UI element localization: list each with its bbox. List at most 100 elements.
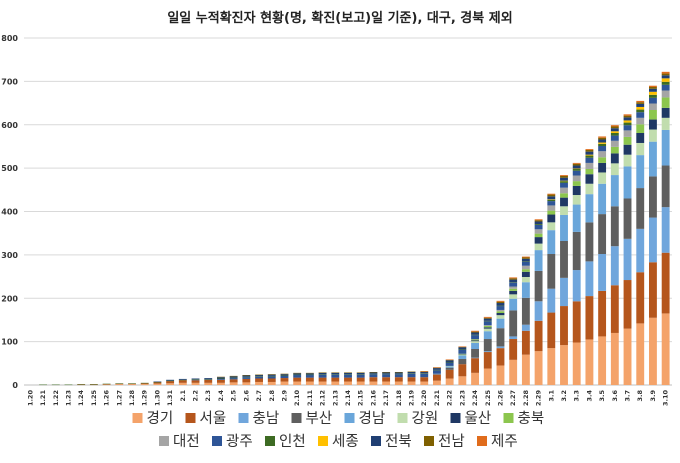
bar-segment (458, 349, 467, 350)
bar-segment (585, 261, 594, 297)
legend-swatch (185, 413, 196, 423)
bar-segment (318, 381, 327, 385)
bar-segment (217, 379, 225, 383)
bar-segment (331, 372, 340, 373)
bar-segment (153, 381, 162, 383)
bar-segment (534, 233, 543, 238)
bar-segment (407, 371, 416, 373)
legend-swatch (450, 413, 461, 423)
bar-segment (267, 381, 276, 385)
bar-segment (496, 306, 505, 310)
bar-segment (496, 315, 505, 319)
y-tick-label: 400 (1, 208, 18, 217)
bar-segment (77, 384, 86, 386)
legend-label: 강원 (412, 410, 439, 427)
bar-segment (636, 142, 645, 156)
bar-segment (305, 372, 314, 374)
bar-segment (89, 384, 98, 386)
bar-segment (382, 373, 391, 375)
bar-segment (293, 375, 302, 378)
bar-segment (585, 222, 594, 262)
bar-segment (356, 372, 365, 373)
bar-segment (331, 377, 340, 382)
bar-segment (585, 157, 594, 163)
bar-segment (636, 228, 645, 273)
bar-segment (521, 261, 530, 262)
bar-segment (610, 175, 619, 207)
bar-segment (534, 224, 543, 225)
bar-segment (166, 379, 175, 381)
legend-swatch (477, 436, 487, 446)
bar-segment (534, 237, 543, 244)
bar-segment (471, 357, 479, 359)
bar-segment (521, 297, 530, 325)
bars (39, 71, 670, 386)
bar-segment (636, 272, 645, 324)
bar-segment (560, 206, 568, 215)
bar-segment (649, 119, 657, 130)
bar-segment (318, 372, 327, 373)
bar-segment (305, 381, 314, 385)
bar-segment (445, 369, 454, 379)
legend-item: 충북 (503, 410, 544, 427)
bar-segment (445, 365, 454, 367)
bar-segment (598, 151, 607, 158)
bar-segment (534, 250, 543, 271)
bar-segment (89, 384, 98, 385)
bar-segment (496, 303, 505, 306)
bar-segment (623, 125, 632, 131)
x-tick-label: 2.28 (522, 390, 530, 407)
bar-segment (598, 254, 607, 291)
bar-segment (496, 346, 505, 349)
bar-segment (572, 231, 581, 271)
bar-segment (242, 376, 251, 378)
bar-segment (153, 382, 162, 384)
bar-segment (445, 378, 454, 385)
bar-segment (420, 371, 429, 374)
legend-swatch (344, 413, 355, 423)
bar-segment (623, 144, 632, 155)
bar-segment (331, 374, 340, 378)
bar-segment (585, 162, 594, 169)
bar-segment (471, 342, 479, 349)
x-tick-label: 1.28 (128, 390, 136, 407)
bar-segment (280, 373, 289, 375)
bar-segment (547, 199, 556, 202)
bar-segment (661, 107, 670, 118)
bar-segment (496, 311, 505, 313)
legend-label: 경남 (359, 410, 386, 427)
bar-segment (382, 371, 391, 373)
bar-segment (560, 177, 568, 181)
bar-segment (255, 375, 263, 377)
x-tick-label: 1.21 (39, 390, 47, 407)
bar-segment (344, 374, 352, 378)
bar-segment (433, 370, 441, 374)
bar-segment (572, 195, 581, 205)
bar-segment (255, 381, 263, 385)
bar-segment (369, 381, 378, 385)
x-tick-label: 2.26 (496, 390, 504, 407)
bar-segment (585, 174, 594, 184)
bar-segment (102, 384, 111, 385)
bar-segment (369, 371, 378, 373)
bar-segment (280, 374, 289, 376)
legend-item: 제주 (477, 433, 518, 450)
bar-segment (547, 288, 556, 313)
x-tick-label: 2.8 (268, 390, 276, 402)
bar-segment (598, 172, 607, 184)
bar-segment (166, 383, 175, 385)
bar-segment (51, 384, 60, 386)
bar-segment (521, 271, 530, 277)
bar-segment (534, 221, 543, 225)
bar-segment (420, 373, 429, 378)
bar-segment (407, 381, 416, 385)
bar-segment (483, 339, 492, 352)
bar-segment (229, 377, 238, 379)
bar-segment (547, 254, 556, 289)
bar-segment (344, 372, 352, 373)
bar-segment (572, 185, 581, 196)
bar-segment (318, 372, 327, 375)
bar-segment (661, 129, 670, 166)
legend-label: 세종 (332, 433, 359, 450)
bar-segment (560, 240, 568, 278)
